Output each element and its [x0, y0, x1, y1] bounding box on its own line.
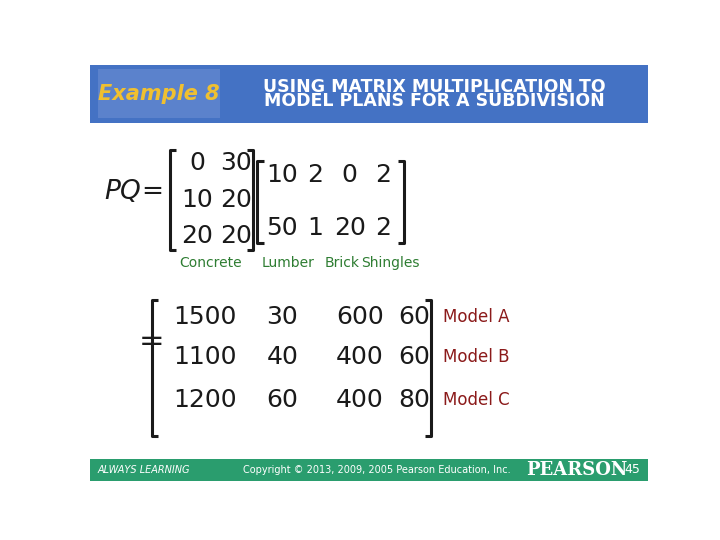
- Text: 20: 20: [220, 187, 251, 212]
- Text: 50: 50: [266, 216, 298, 240]
- Text: Copyright © 2013, 2009, 2005 Pearson Education, Inc.: Copyright © 2013, 2009, 2005 Pearson Edu…: [243, 465, 510, 475]
- Text: ALWAYS LEARNING: ALWAYS LEARNING: [98, 465, 190, 475]
- Text: 40: 40: [266, 346, 298, 369]
- Text: Brick: Brick: [325, 255, 359, 269]
- Text: 1200: 1200: [173, 388, 236, 411]
- Text: $=$: $=$: [132, 325, 163, 354]
- Text: 20: 20: [333, 216, 366, 240]
- Text: 80: 80: [398, 388, 430, 411]
- Text: 60: 60: [398, 305, 430, 328]
- Text: Model C: Model C: [443, 391, 509, 409]
- Text: USING MATRIX MULTIPLICATION TO: USING MATRIX MULTIPLICATION TO: [263, 78, 606, 96]
- Text: 1100: 1100: [173, 346, 236, 369]
- Text: 10: 10: [181, 187, 213, 212]
- Text: Lumber: Lumber: [261, 255, 314, 269]
- FancyBboxPatch shape: [90, 65, 648, 123]
- Text: MODEL PLANS FOR A SUBDIVISION: MODEL PLANS FOR A SUBDIVISION: [264, 92, 605, 110]
- Text: 2: 2: [375, 216, 391, 240]
- Text: Concrete: Concrete: [179, 255, 241, 269]
- Text: 20: 20: [181, 224, 213, 248]
- FancyBboxPatch shape: [90, 459, 648, 481]
- Text: 400: 400: [336, 346, 384, 369]
- Text: 20: 20: [220, 224, 251, 248]
- Text: Model B: Model B: [443, 348, 509, 367]
- Text: Example 8: Example 8: [98, 84, 220, 104]
- Text: 10: 10: [266, 163, 298, 187]
- Text: 45: 45: [624, 463, 640, 476]
- Text: 60: 60: [398, 346, 430, 369]
- Text: $PQ\!=\!$: $PQ\!=\!$: [104, 178, 163, 205]
- Text: 400: 400: [336, 388, 384, 411]
- FancyBboxPatch shape: [98, 70, 220, 118]
- Text: Model A: Model A: [443, 308, 509, 326]
- Text: 1500: 1500: [173, 305, 236, 328]
- Text: Shingles: Shingles: [361, 255, 420, 269]
- Text: PEARSON: PEARSON: [526, 461, 627, 479]
- Text: 2: 2: [307, 163, 323, 187]
- Text: 0: 0: [342, 163, 358, 187]
- Text: 0: 0: [189, 151, 205, 176]
- Text: 60: 60: [266, 388, 298, 411]
- Text: 1: 1: [307, 216, 323, 240]
- Text: 2: 2: [375, 163, 391, 187]
- Text: 30: 30: [266, 305, 298, 328]
- Text: 30: 30: [220, 151, 251, 176]
- Text: 600: 600: [336, 305, 384, 328]
